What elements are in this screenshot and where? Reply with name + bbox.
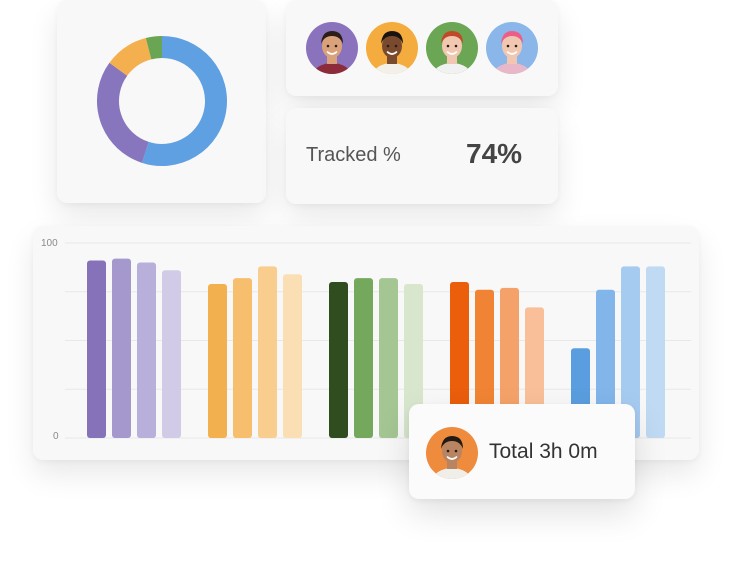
donut-segment [145,36,163,60]
bar [500,287,519,438]
donut-segment [97,62,150,163]
bar [450,282,469,438]
total-time-card: Total 3h 0m [409,404,635,499]
bar [404,283,423,438]
bar [354,278,373,438]
avatar[interactable] [486,22,538,74]
bar [379,278,398,438]
bar [621,266,640,438]
tracked-percentage-card: Tracked % 74% [286,108,558,204]
bar [87,260,106,438]
avatar[interactable] [306,22,358,74]
bar-chart [65,242,691,439]
bar [208,283,227,438]
tracked-value: 74% [466,138,523,169]
bar [596,289,615,438]
bar [475,289,494,438]
bar [329,282,348,438]
bar [646,266,665,438]
bar [258,266,277,438]
avatar[interactable] [366,22,418,74]
y-tick-label: 0 [53,431,59,442]
avatar[interactable] [426,427,478,479]
tracked-label: Tracked % [306,144,401,166]
donut-chart [97,36,227,166]
bar [283,274,302,438]
donut-chart-card [57,0,266,203]
total-time-label: Total 3h 0m [489,440,598,463]
bar [233,278,252,438]
bar [137,262,156,438]
y-tick-label: 100 [41,238,58,249]
bar [112,258,131,438]
team-avatars-card [286,0,558,96]
bar [162,270,181,438]
avatar[interactable] [426,22,478,74]
donut-segment [109,38,152,77]
donut-segment [141,36,227,166]
